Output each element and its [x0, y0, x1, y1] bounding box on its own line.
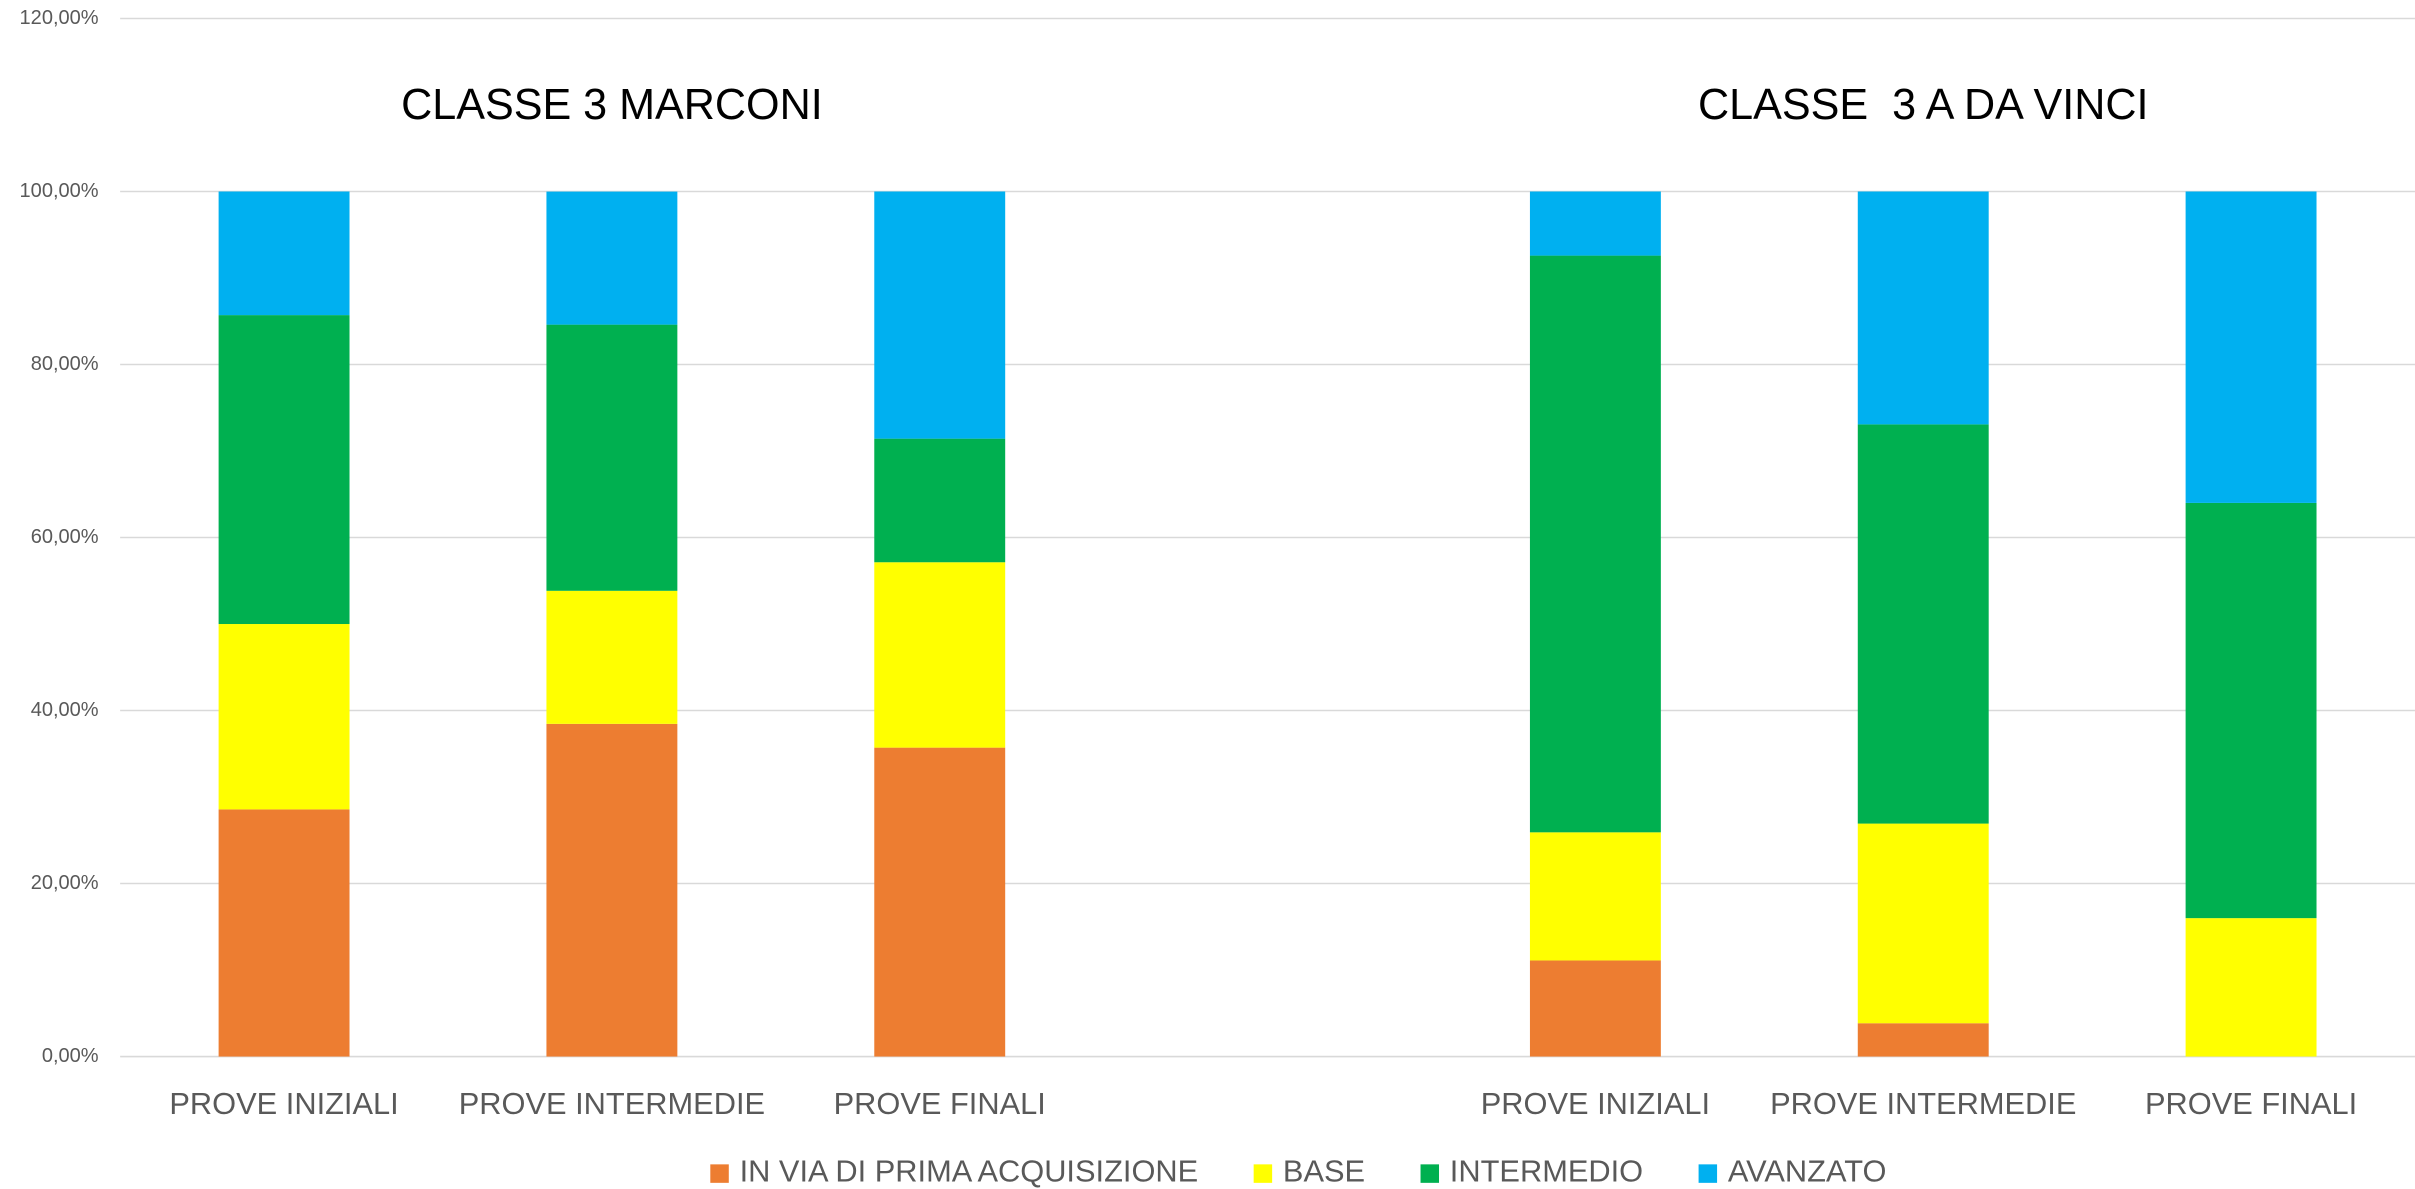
bar-segment [1529, 191, 1661, 256]
bar-segment [546, 723, 678, 1057]
y-tick-label: 60,00% [31, 526, 99, 548]
bar-segment [546, 191, 678, 325]
y-tick-label: 120,00% [20, 7, 99, 29]
bar-segment [218, 624, 350, 810]
legend-swatch [1253, 1164, 1273, 1183]
bar-segment [1857, 424, 1989, 824]
x-tick-label: PROVE INIZIALI [169, 1086, 398, 1121]
bar-segment [546, 590, 678, 724]
bar-segment [874, 438, 1006, 563]
y-tick-label: 80,00% [31, 353, 99, 375]
x-tick-label: PROVE FINALI [834, 1086, 1046, 1121]
bar-segment [2185, 918, 2317, 1057]
bar-segment [1529, 832, 1661, 961]
bar-segment [218, 191, 350, 316]
bar-segment [1857, 1023, 1989, 1057]
legend-swatch [1420, 1164, 1440, 1183]
y-tick-label: 20,00% [31, 872, 99, 894]
legend-label: AVANZATO [1728, 1154, 1887, 1189]
legend-label: INTERMEDIO [1450, 1154, 1643, 1189]
y-tick-label: 40,00% [31, 699, 99, 721]
bar-segment [1529, 255, 1661, 833]
legend-label: IN VIA DI PRIMA ACQUISIZIONE [740, 1154, 1199, 1189]
x-tick-label: PROVE FINALI [2145, 1086, 2357, 1121]
x-tick-label: PROVE INTERMEDIE [459, 1086, 765, 1121]
bar-segment [874, 747, 1006, 1057]
bar-segment [2185, 502, 2317, 919]
bar-segment [874, 191, 1006, 439]
bar-segment [1529, 960, 1661, 1057]
group-title: CLASSE 3 A DA VINCI [1698, 81, 2148, 129]
bar-segment [1857, 191, 1989, 425]
x-tick-label: PROVE INIZIALI [1481, 1086, 1710, 1121]
y-tick-label: 0,00% [42, 1045, 99, 1067]
legend-swatch [1698, 1164, 1718, 1183]
legend-label: BASE [1283, 1154, 1365, 1189]
x-tick-label: PROVE INTERMEDIE [1770, 1086, 2076, 1121]
legend-swatch [710, 1164, 729, 1183]
bar-segment [218, 315, 350, 625]
bar-segment [218, 809, 350, 1057]
group-title: CLASSE 3 MARCONI [401, 81, 823, 129]
bar-segment [2185, 191, 2317, 503]
bar-segment [1857, 823, 1989, 1024]
bar-segment [874, 562, 1006, 748]
y-tick-label: 100,00% [20, 180, 99, 202]
bar-segment [546, 324, 678, 591]
